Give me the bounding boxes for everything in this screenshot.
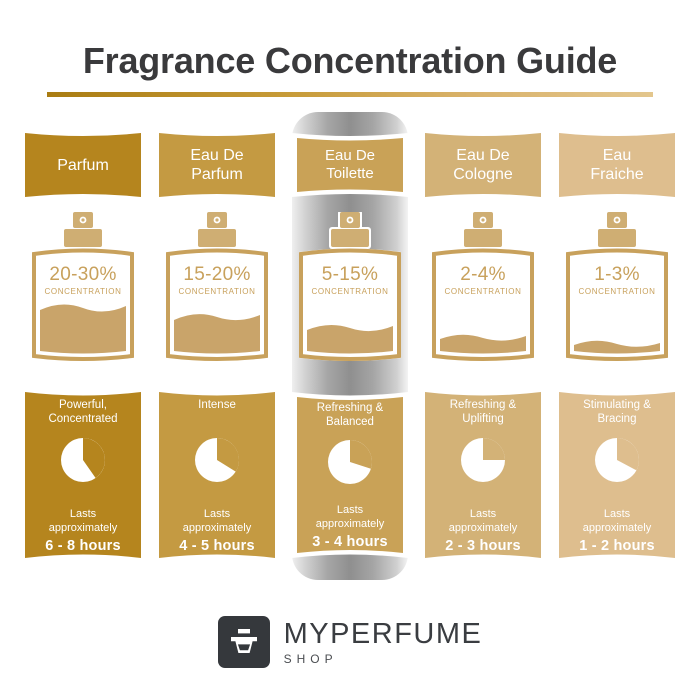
- card-hours: 4 - 5 hours: [179, 538, 255, 554]
- header-banner-parfum[interactable]: Parfum: [25, 130, 141, 200]
- card-hours: 6 - 8 hours: [45, 538, 121, 554]
- column-eau-de-toilette[interactable]: Eau De Toilette: [284, 0, 416, 700]
- column-eau-de-parfum[interactable]: Eau De Parfum 15-20% CONCENT: [151, 0, 283, 700]
- banner-label: Parfum: [57, 156, 109, 174]
- card-description: Stimulating & Bracing: [583, 399, 651, 425]
- card-description: Refreshing & Uplifting: [449, 399, 517, 425]
- banner-shape: Eau De Cologne: [425, 130, 541, 200]
- banner-shape: Eau De Parfum: [159, 130, 275, 200]
- logo-name: MYPERFUME: [283, 618, 483, 650]
- longevity-pie-chart: [593, 436, 641, 484]
- card-lasts-label: Lasts approximately: [448, 508, 518, 534]
- card-shape: Refreshing & Uplifting Lasts approximate…: [425, 386, 541, 564]
- bottle-eau-de-toilette: 5-15% CONCENTRATION: [291, 212, 409, 364]
- banner-label: Eau De Cologne: [453, 147, 513, 183]
- detail-card-eau-de-toilette[interactable]: Refreshing & Balanced Lasts approximatel…: [292, 386, 408, 564]
- logo-wordmark: MYPERFUME SHOP: [284, 618, 483, 666]
- card-content: Refreshing & Uplifting Lasts approximate…: [425, 386, 541, 564]
- longevity-pie-chart: [326, 438, 374, 486]
- header-banner-eau-fraiche[interactable]: Eau Fraiche: [559, 130, 675, 200]
- card-content: Intense Lasts approximately 4 - 5 hours: [159, 386, 275, 564]
- header-banner-eau-de-parfum[interactable]: Eau De Parfum: [159, 130, 275, 200]
- card-shape: Intense Lasts approximately 4 - 5 hours: [159, 386, 275, 564]
- bottle-eau-de-cologne: 2-4% CONCENTRATION: [424, 212, 542, 364]
- card-lasts-label: Lasts approximately: [315, 504, 385, 530]
- card-shape: Stimulating & Bracing Lasts approximatel…: [559, 386, 675, 564]
- banner-shape: Parfum: [25, 130, 141, 200]
- title-divider: [47, 92, 653, 97]
- banner-shape: Eau De Toilette: [297, 135, 403, 195]
- column-parfum[interactable]: Parfum 20-30% CONCENTRATION: [17, 0, 149, 700]
- card-content: Stimulating & Bracing Lasts approximatel…: [559, 386, 675, 564]
- card-hours: 2 - 3 hours: [445, 538, 521, 554]
- banner-label: Eau Fraiche: [590, 147, 644, 183]
- perfume-bottle-crown-icon: [217, 616, 270, 668]
- column-eau-fraiche[interactable]: Eau Fraiche 1-3% CONCENTRATI: [551, 0, 683, 700]
- card-description: Intense: [198, 399, 236, 411]
- card-content: Refreshing & Balanced Lasts approximatel…: [297, 391, 403, 559]
- column-eau-de-cologne[interactable]: Eau De Cologne 2-4% CONCENTR: [417, 0, 549, 700]
- bottle-eau-de-parfum: 15-20% CONCENTRATION: [158, 212, 276, 364]
- detail-card-parfum[interactable]: Powerful, Concentrated Lasts approximate…: [25, 386, 141, 564]
- detail-card-eau-de-cologne[interactable]: Refreshing & Uplifting Lasts approximate…: [425, 386, 541, 564]
- logo-subtitle: SHOP: [283, 652, 338, 666]
- card-hours: 1 - 2 hours: [579, 538, 655, 554]
- card-shape: Refreshing & Balanced Lasts approximatel…: [297, 391, 403, 559]
- detail-card-eau-fraiche[interactable]: Stimulating & Bracing Lasts approximatel…: [559, 386, 675, 564]
- banner-label: Eau De Toilette: [324, 147, 376, 182]
- card-lasts-label: Lasts approximately: [48, 508, 118, 534]
- banner-shape: Eau Fraiche: [559, 130, 675, 200]
- card-shape: Powerful, Concentrated Lasts approximate…: [25, 386, 141, 564]
- bottle-parfum: 20-30% CONCENTRATION: [24, 212, 142, 364]
- longevity-pie-chart: [59, 436, 107, 484]
- card-lasts-label: Lasts approximately: [582, 508, 652, 534]
- card-description: Refreshing & Balanced: [316, 402, 384, 428]
- card-description: Powerful, Concentrated: [48, 399, 118, 425]
- card-lasts-label: Lasts approximately: [182, 508, 252, 534]
- bottle-eau-fraiche: 1-3% CONCENTRATION: [558, 212, 676, 364]
- card-hours: 3 - 4 hours: [312, 534, 388, 550]
- page-title: Fragrance Concentration Guide: [82, 40, 618, 81]
- longevity-pie-chart: [193, 436, 241, 484]
- brand-logo[interactable]: MYPERFUME SHOP: [0, 616, 700, 668]
- card-content: Powerful, Concentrated Lasts approximate…: [25, 386, 141, 564]
- longevity-pie-chart: [459, 436, 507, 484]
- detail-card-eau-de-parfum[interactable]: Intense Lasts approximately 4 - 5 hours: [159, 386, 275, 564]
- header-banner-eau-de-toilette[interactable]: Eau De Toilette: [292, 130, 408, 200]
- header-banner-eau-de-cologne[interactable]: Eau De Cologne: [425, 130, 541, 200]
- banner-label: Eau De Parfum: [190, 147, 244, 183]
